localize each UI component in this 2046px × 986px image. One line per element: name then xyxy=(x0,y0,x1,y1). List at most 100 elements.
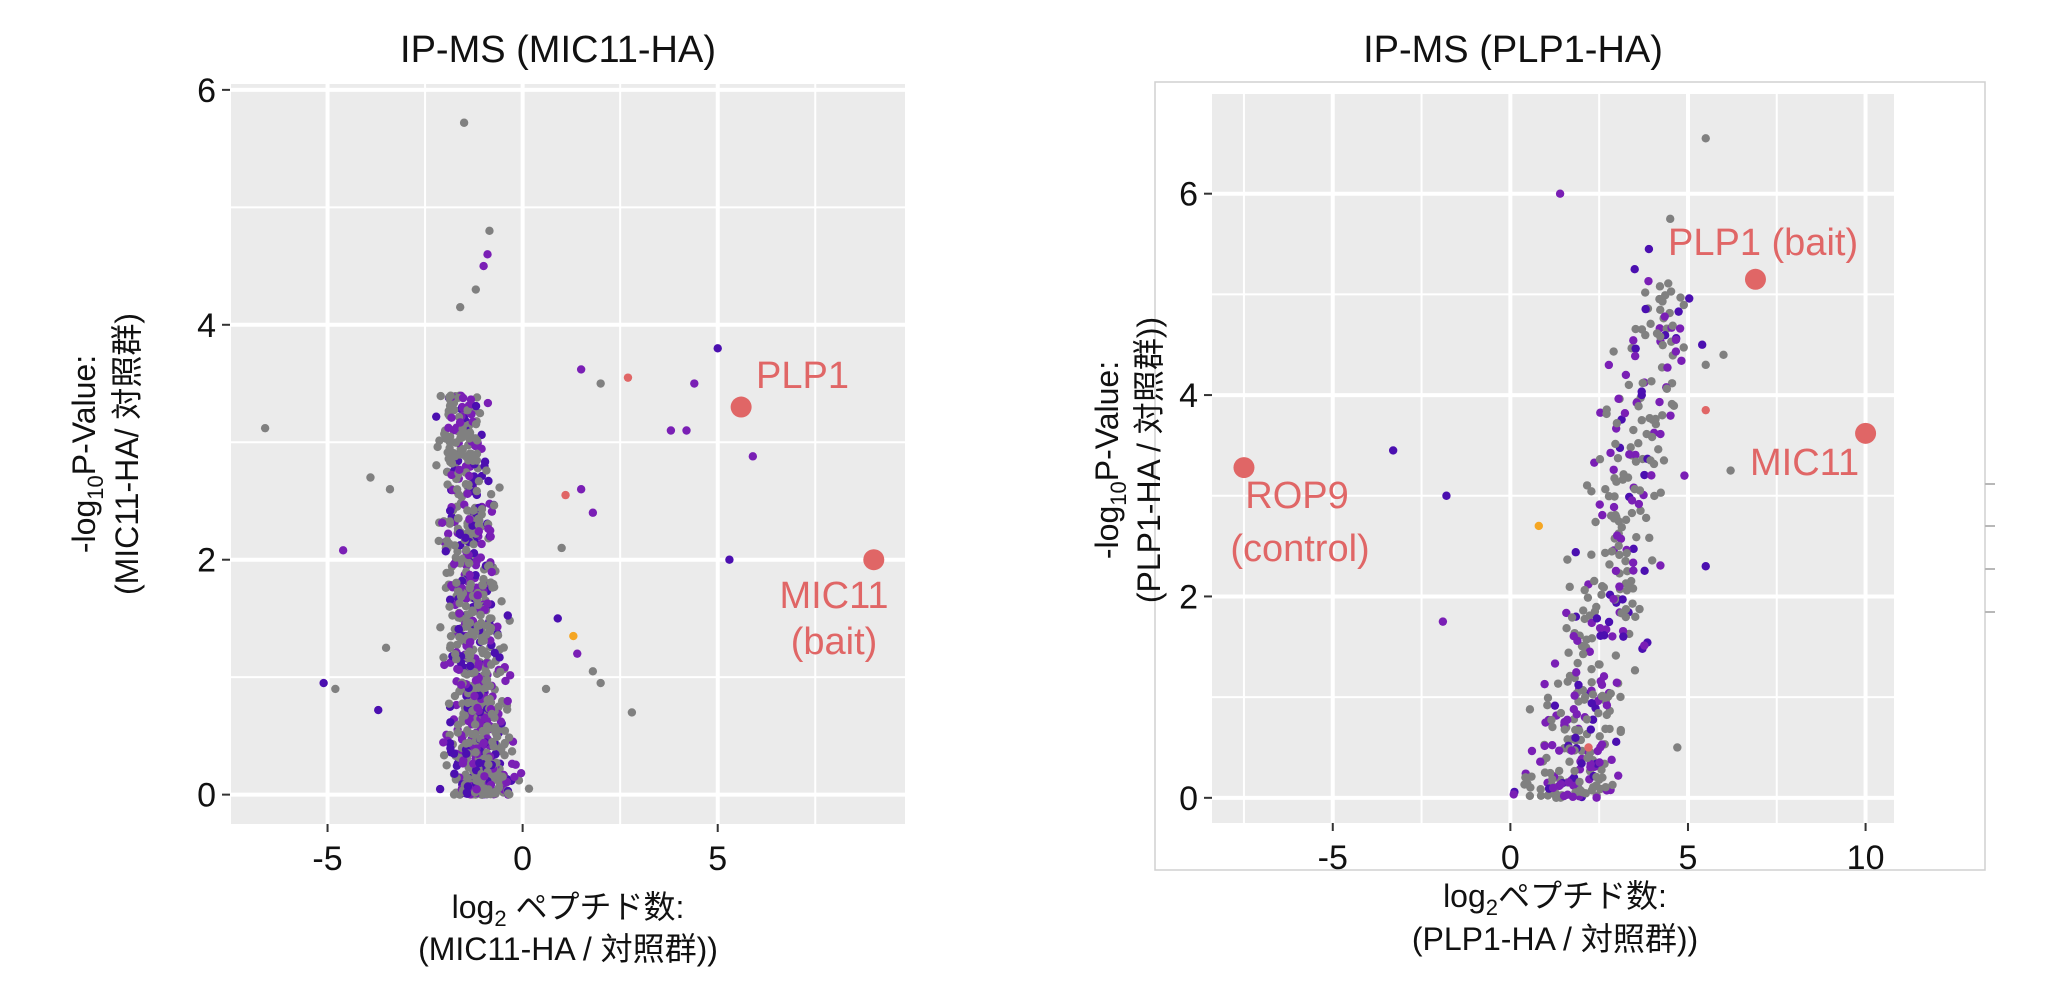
data-point xyxy=(496,717,506,726)
data-point xyxy=(576,365,586,374)
data-point xyxy=(1565,757,1574,766)
data-point xyxy=(453,514,463,523)
data-point xyxy=(1719,350,1728,359)
data-point xyxy=(1622,548,1631,558)
data-point xyxy=(469,505,478,515)
data-point xyxy=(503,611,512,620)
data-point xyxy=(1604,492,1614,501)
data-point xyxy=(1640,641,1649,650)
y-tick-label: 2 xyxy=(1179,578,1198,616)
data-point xyxy=(1621,515,1631,525)
data-point xyxy=(1548,783,1558,793)
data-point xyxy=(1568,792,1578,802)
data-point xyxy=(1575,777,1584,787)
data-point xyxy=(1618,595,1627,604)
data-point xyxy=(465,583,474,593)
data-point xyxy=(1609,347,1618,356)
data-point xyxy=(1630,666,1640,675)
data-point xyxy=(448,611,457,620)
data-point xyxy=(461,601,471,611)
data-point xyxy=(1595,758,1604,767)
data-point xyxy=(474,527,483,536)
data-point xyxy=(1562,608,1571,618)
data-point xyxy=(1556,708,1566,718)
data-point xyxy=(366,473,375,482)
data-point xyxy=(1675,324,1685,333)
data-point xyxy=(1647,377,1656,386)
data-point xyxy=(482,630,491,639)
data-point xyxy=(1601,485,1610,494)
data-point xyxy=(452,485,462,494)
data-point xyxy=(475,758,484,768)
data-point xyxy=(1634,499,1644,509)
data-point xyxy=(1631,344,1640,353)
data-point xyxy=(1651,419,1661,429)
data-point xyxy=(1630,265,1639,274)
data-point xyxy=(553,614,562,623)
data-point xyxy=(1623,473,1633,482)
data-point xyxy=(461,480,471,489)
data-point xyxy=(433,442,442,452)
data-point xyxy=(1509,790,1518,799)
data-point xyxy=(1590,576,1599,586)
data-point xyxy=(1597,692,1607,701)
data-point xyxy=(455,598,464,608)
data-point xyxy=(1567,613,1577,622)
data-point xyxy=(436,623,445,632)
data-point xyxy=(1667,399,1677,409)
data-point xyxy=(501,676,510,686)
mic11-volcano-plot: -5 0 5 0 2 4 6 IP-MS (MIC11-HA) PLP1 MIC11 (ba… xyxy=(66,29,905,967)
data-point xyxy=(463,782,473,791)
data-point xyxy=(1586,762,1595,772)
data-point xyxy=(588,667,598,676)
data-point xyxy=(1587,550,1596,559)
data-point xyxy=(1563,735,1572,744)
data-point xyxy=(496,667,505,677)
data-point xyxy=(1659,456,1669,465)
data-point xyxy=(666,426,676,435)
x-axis-label: log2ペプチド数: xyxy=(1443,878,1667,920)
y-axis-label-sub: 10 xyxy=(1106,481,1131,505)
data-point xyxy=(461,533,470,542)
data-point xyxy=(452,578,461,587)
data-point xyxy=(1582,481,1592,490)
data-point xyxy=(456,680,466,690)
data-point xyxy=(444,423,453,433)
data-point xyxy=(451,649,460,659)
data-point xyxy=(1570,766,1579,776)
data-point xyxy=(463,506,472,515)
data-point xyxy=(484,476,493,486)
chart-title: IP-MS (MIC11-HA) xyxy=(400,29,716,71)
data-point xyxy=(1641,513,1651,523)
data-point xyxy=(474,673,483,683)
data-point xyxy=(1540,741,1549,751)
y-axis-label-line2: (PLP1-HA / 対照群)) xyxy=(1131,317,1167,603)
data-point xyxy=(442,761,451,770)
data-point xyxy=(1656,332,1665,341)
data-point xyxy=(440,660,449,670)
data-point xyxy=(1666,411,1675,420)
data-point xyxy=(1560,725,1569,734)
data-point xyxy=(557,543,566,553)
data-point xyxy=(1580,692,1590,702)
data-points xyxy=(260,118,758,799)
data-point xyxy=(1647,556,1657,565)
data-point xyxy=(467,628,476,637)
data-point xyxy=(260,423,270,433)
data-point xyxy=(471,285,481,294)
data-point xyxy=(623,373,633,382)
data-point xyxy=(1631,457,1641,466)
data-point xyxy=(1609,594,1618,604)
highlight-point xyxy=(1233,457,1255,479)
data-point xyxy=(468,521,477,530)
data-point xyxy=(510,772,519,782)
data-point xyxy=(1663,363,1672,372)
data-point xyxy=(446,641,455,650)
data-point xyxy=(450,541,460,550)
highlight-point xyxy=(1744,268,1766,290)
data-point xyxy=(469,540,478,549)
data-point xyxy=(1580,614,1589,624)
data-point xyxy=(516,768,526,778)
x-axis-label-rest: ペプチド数: xyxy=(1498,878,1667,914)
annotation-mic11: MIC11 xyxy=(779,575,888,617)
